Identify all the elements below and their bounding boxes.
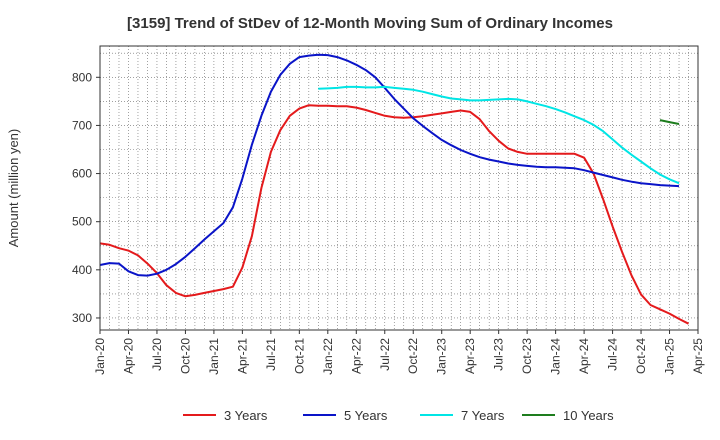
x-tick-label: Apr-25	[691, 338, 705, 374]
series-line-10-years	[659, 119, 680, 125]
legend-item: 10 Years	[522, 408, 614, 423]
legend-label: 10 Years	[563, 408, 614, 423]
x-tick-label: Jan-24	[549, 338, 563, 375]
legend-item: 3 Years	[183, 408, 268, 423]
y-axis-label: Amount (million yen)	[6, 129, 21, 248]
x-tick-label: Jul-23	[492, 338, 506, 371]
x-tick-label: Jul-24	[606, 338, 620, 371]
legend-label: 5 Years	[344, 408, 388, 423]
plot-area	[99, 45, 699, 331]
series-line-3-years	[99, 104, 689, 325]
y-tick-label: 400	[72, 263, 92, 277]
gridlines	[100, 46, 698, 330]
y-tick-label: 700	[72, 118, 92, 132]
x-tick-label: Oct-21	[292, 338, 306, 374]
y-tick-label: 600	[72, 167, 92, 181]
y-tick-label: 500	[72, 215, 92, 229]
x-tick-label: Jan-21	[207, 338, 221, 375]
x-tick-label: Jul-20	[150, 338, 164, 371]
x-tick-label: Jan-23	[435, 338, 449, 375]
x-tick-label: Oct-24	[634, 338, 648, 374]
legend-label: 7 Years	[461, 408, 505, 423]
x-tick-label: Apr-21	[235, 338, 249, 374]
x-tick-label: Jul-22	[378, 338, 392, 371]
chart-title: [3159] Trend of StDev of 12-Month Moving…	[127, 15, 613, 32]
legend-label: 3 Years	[224, 408, 268, 423]
series-lines	[99, 53, 689, 325]
x-tick-label: Apr-20	[121, 338, 135, 374]
y-axis-ticks: 300 400 500 600 700 800	[72, 70, 100, 325]
x-tick-label: Apr-23	[463, 338, 477, 374]
y-tick-label: 300	[72, 311, 92, 325]
x-tick-label: Apr-22	[349, 338, 363, 374]
x-tick-label: Jan-22	[321, 338, 335, 375]
x-tick-label: Apr-24	[577, 338, 591, 374]
x-tick-label: Oct-20	[178, 338, 192, 374]
x-tick-label: Jul-21	[264, 338, 278, 371]
legend-item: 5 Years	[303, 408, 388, 423]
series-line-5-years	[99, 53, 680, 277]
x-tick-label: Oct-23	[520, 338, 534, 374]
legend-item: 7 Years	[420, 408, 505, 423]
x-tick-label: Oct-22	[406, 338, 420, 374]
legend: 3 Years 5 Years 7 Years 10 Years	[183, 408, 614, 423]
x-tick-label: Jan-25	[663, 338, 677, 375]
x-tick-label: Jan-20	[93, 338, 107, 375]
x-axis-ticks: Jan-20 Apr-20 Jul-20 Oct-20 Jan-21 Apr-21 Jul-…	[93, 330, 705, 375]
y-tick-label: 800	[72, 70, 92, 84]
series-line-7-years	[318, 85, 680, 185]
